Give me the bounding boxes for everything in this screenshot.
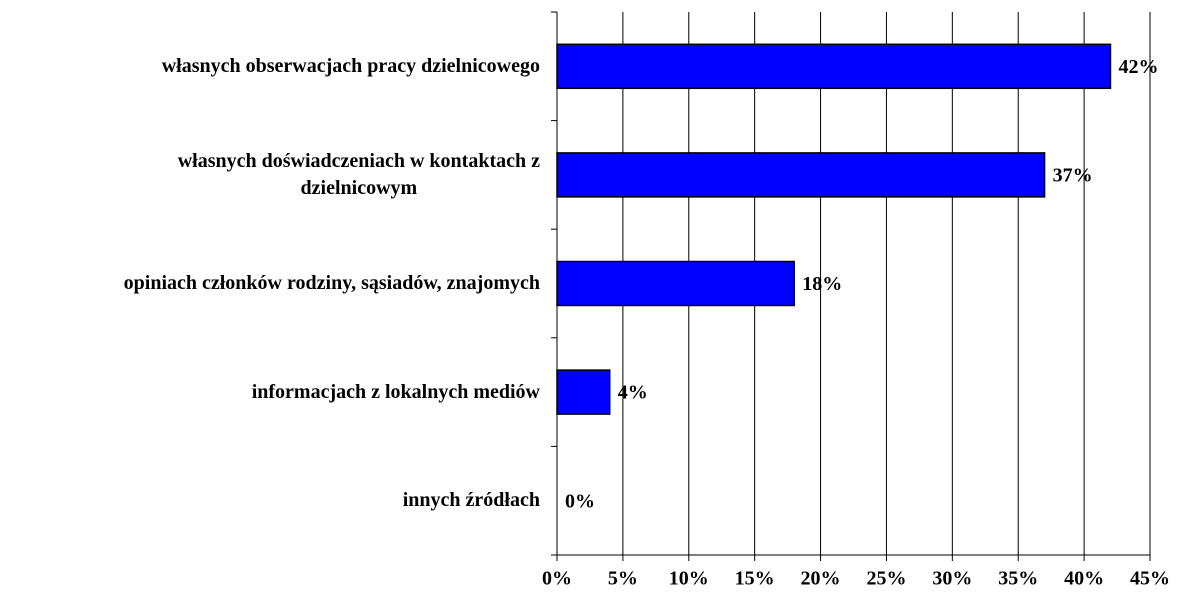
y-tick-label: własnych doświadczeniach w kontaktach z … xyxy=(177,149,540,199)
value-label: 18% xyxy=(802,273,842,295)
value-label: 37% xyxy=(1053,164,1093,186)
x-tick-label: 25% xyxy=(866,568,906,590)
bar xyxy=(556,152,1046,198)
x-tick-label: 45% xyxy=(1130,568,1170,590)
y-tick-label: informacjach z lokalnych mediów xyxy=(251,380,540,403)
x-tick-label: 10% xyxy=(669,568,709,590)
x-tick-label: 0% xyxy=(542,568,572,590)
value-label: 4% xyxy=(618,382,648,404)
x-tick-label: 30% xyxy=(932,568,972,590)
x-tick-label: 20% xyxy=(801,568,841,590)
category-label-box: własnych doświadczeniach w kontaktach z … xyxy=(0,125,540,225)
x-tick-label: 15% xyxy=(735,568,775,590)
value-label: 0% xyxy=(565,490,595,512)
x-tick-label: 40% xyxy=(1064,568,1104,590)
y-tick-label: opiniach członków rodziny, sąsiadów, zna… xyxy=(123,272,540,294)
y-tick-label: innych źródłach xyxy=(402,489,540,512)
category-label-box: opiniach członków rodziny, sąsiadów, zna… xyxy=(0,234,540,334)
y-tick-label: własnych obserwacjach pracy dzielnicoweg… xyxy=(161,54,540,77)
category-label-box: własnych obserwacjach pracy dzielnicoweg… xyxy=(0,16,540,116)
x-tick-label: 35% xyxy=(998,568,1038,590)
bar xyxy=(556,43,1112,90)
x-tick-label: 5% xyxy=(608,568,638,590)
category-label-box: informacjach z lokalnych mediów xyxy=(0,342,540,442)
value-label: 42% xyxy=(1118,56,1158,78)
category-label-box: innych źródłach xyxy=(0,451,540,551)
bar xyxy=(556,260,795,307)
bar xyxy=(556,369,611,415)
